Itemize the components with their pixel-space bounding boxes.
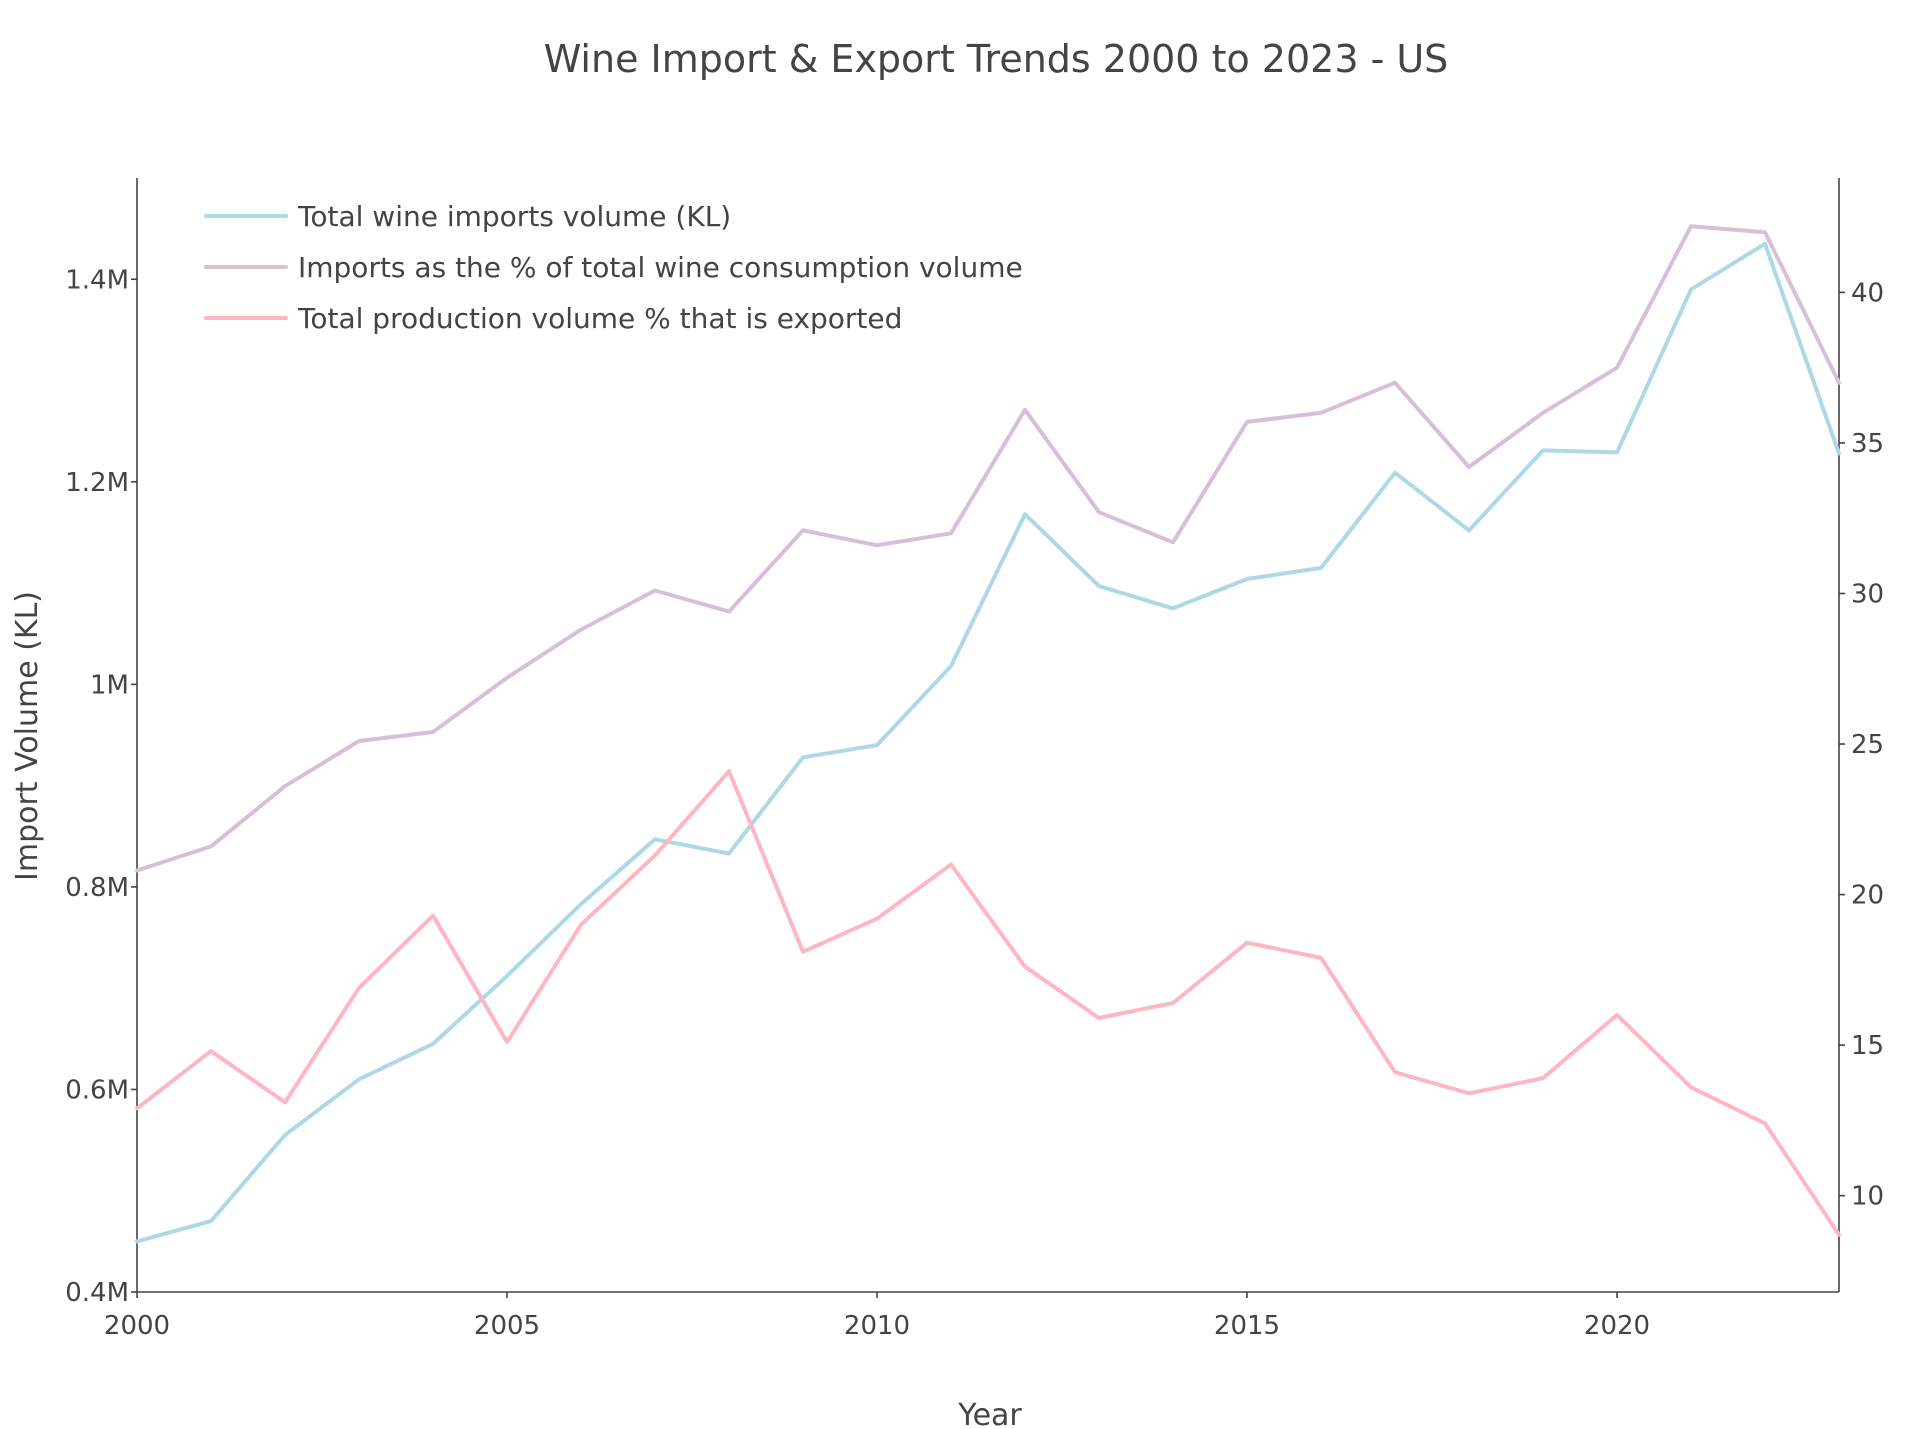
x-tick-label: 2020 [1584,1311,1650,1341]
y2-tick-label: 20 [1851,881,1884,911]
y-tick-label: 1.4M [65,265,129,295]
series-line-1 [135,241,1841,1244]
y-tick-label: 1.2M [65,468,129,498]
y-tick-label: 1M [90,670,129,700]
chart-title: Wine Import & Export Trends 2000 to 2023… [544,37,1449,81]
y2-tick-label: 35 [1851,429,1884,459]
y2-tick-label: 40 [1851,278,1884,308]
legend-label: Total production volume % that is export… [297,302,902,335]
y-axis-label: Import Volume (KL) [10,591,45,881]
x-tick-label: 2010 [844,1311,910,1341]
plot-area: 0.4M 0.6M 0.8M 1M 1.2M 1.4M 10 15 20 25 30 35 40 2000… [65,178,1884,1341]
y-tick-label: 0.6M [65,1075,129,1105]
x-axis-label: Year [957,1398,1022,1429]
y2-tick-label: 10 [1851,1182,1884,1212]
y-tick-label: 0.8M [65,873,129,903]
y2-tick-label: 30 [1851,579,1884,609]
series-line-3 [135,769,1841,1237]
legend-label: Imports as the % of total wine consumpti… [298,251,1023,284]
x-tick-label: 2000 [104,1311,170,1341]
y2-tick-label: 25 [1851,730,1884,760]
legend-label: Total wine imports volume (KL) [297,200,731,233]
x-tick-label: 2005 [474,1311,540,1341]
y-tick-label: 0.4M [65,1278,129,1308]
series-line-2 [135,224,1841,873]
y2-tick-label: 15 [1851,1031,1884,1061]
x-tick-label: 2015 [1214,1311,1280,1341]
